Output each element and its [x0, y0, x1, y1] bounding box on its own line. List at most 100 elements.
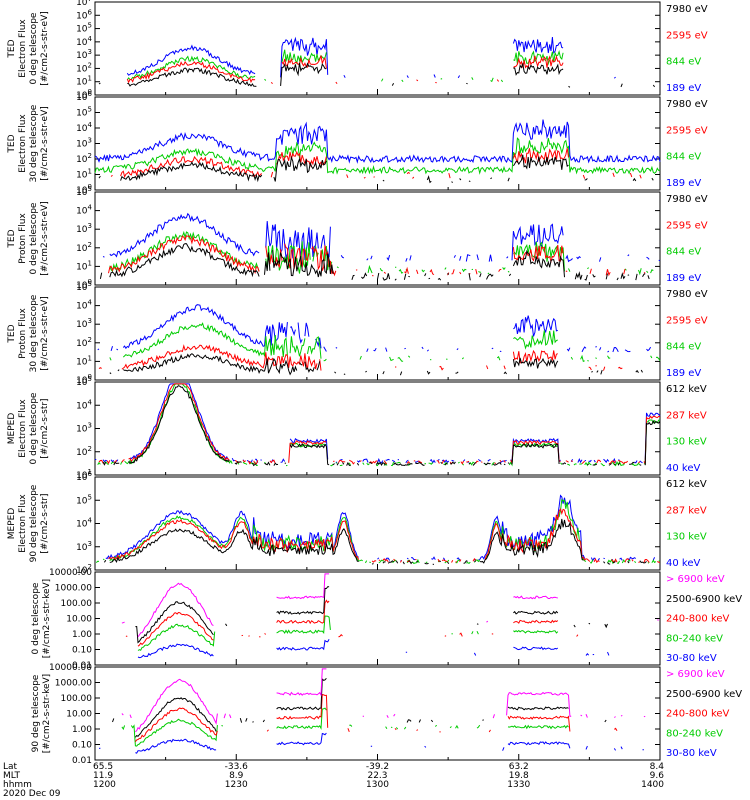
- y-axis-label: [#/cm2-s-str-eV]: [40, 11, 50, 86]
- y-axis-label: TED: [7, 134, 17, 153]
- y-tick-label: 104: [76, 517, 92, 530]
- plot-frame: [94, 1, 661, 96]
- y-tick-label: 105: [76, 280, 92, 293]
- legend-entry: 287 keV: [666, 505, 707, 516]
- series-line: [97, 383, 661, 467]
- y-tick-label: 103: [76, 540, 92, 553]
- legend-entry: 80-240 keV: [666, 633, 723, 644]
- y-tick-label: 101: [76, 468, 92, 481]
- y-tick-label: 104: [76, 204, 92, 217]
- y-axis-label: 90 deg telescope: [29, 484, 39, 562]
- y-tick-label: 102: [76, 336, 92, 349]
- legend-entry: 240-800 keV: [666, 614, 730, 625]
- legend-entry: 2595 eV: [666, 315, 708, 326]
- y-tick-label: 1.00: [72, 630, 92, 640]
- series-line: [106, 496, 660, 561]
- y-tick-label: 102: [76, 152, 92, 165]
- series-line: [127, 50, 656, 82]
- series-line: [98, 305, 659, 352]
- series-line: [113, 678, 659, 737]
- y-tick-label: 102: [76, 61, 92, 74]
- legend-entry: 612 keV: [666, 479, 707, 490]
- mlt-value: 19.8: [509, 771, 529, 781]
- y-axis-label: TED: [7, 39, 17, 58]
- mlt-value: 11.9: [93, 771, 113, 781]
- legend-entry: 2500-6900 keV: [666, 594, 742, 605]
- mlt-value: 22.3: [367, 771, 387, 781]
- series-line: [108, 507, 660, 564]
- y-tick-label: 1000.00: [55, 584, 92, 594]
- legend-entry: 844 eV: [666, 152, 701, 163]
- x-axis-annotations: LatMLThhmm65.511.91200-33.68.91230-39.22…: [3, 762, 664, 799]
- y-axis-label: TED: [7, 324, 17, 343]
- legend-entry: 7980 eV: [666, 99, 708, 110]
- plot-frame: [94, 666, 661, 761]
- panel-6: 102 103 104 105 106 MEPED Electron Flux 90 deg …: [7, 470, 707, 576]
- y-tick-label: 101: [76, 168, 92, 181]
- legend-entry: 40 keV: [666, 463, 700, 474]
- y-axis-label: Electron Flux: [18, 114, 28, 173]
- series-line: [102, 212, 661, 263]
- y-tick-label: 103: [76, 422, 92, 435]
- legend-entry: 2500-6900 keV: [666, 689, 742, 700]
- y-tick-label: 104: [76, 121, 92, 134]
- series-line: [110, 354, 659, 376]
- y-tick-label: 105: [76, 375, 92, 388]
- legend-entry: 80-240 keV: [666, 728, 723, 739]
- y-tick-label: 10000.00: [49, 568, 92, 578]
- series-line: [109, 230, 654, 276]
- panel-1: 100101102103104105106107TEDElectron Flux…: [7, 0, 708, 101]
- y-tick-label: 104: [76, 35, 92, 48]
- legend-entry: 30-80 keV: [666, 748, 717, 759]
- series-line: [121, 573, 659, 638]
- legend-entry: 2595 eV: [666, 30, 708, 41]
- y-tick-label: 103: [76, 48, 92, 61]
- y-tick-label: 100: [76, 373, 92, 386]
- y-tick-label: 1.00: [72, 725, 92, 735]
- lat-value: 63.2: [509, 762, 529, 772]
- legend-entry: 40 keV: [666, 558, 700, 569]
- y-axis-label: [#/cm2-s-str-keV]: [42, 674, 52, 753]
- y-tick-label: 101: [76, 354, 92, 367]
- y-axis-label: Electron Flux: [18, 399, 28, 458]
- series-line: [94, 137, 661, 175]
- panel-4: 100 101 102 103 104 105 TED Proton Flux 30 deg t…: [7, 280, 708, 386]
- y-axis-label: Electron Flux: [18, 19, 28, 78]
- y-axis-label: MEPED: [7, 413, 17, 445]
- y-tick-label: 105: [76, 22, 92, 35]
- y-tick-label: 10.00: [66, 615, 92, 625]
- series-line: [99, 733, 657, 753]
- y-tick-label: 103: [76, 222, 92, 235]
- legend-entry: 7980 eV: [666, 4, 708, 15]
- legend-entry: 130 keV: [666, 532, 707, 543]
- y-tick-label: 102: [76, 241, 92, 254]
- y-tick-label: 0.01: [72, 661, 92, 671]
- y-tick-label: 101: [76, 259, 92, 272]
- y-tick-label: 100.00: [61, 599, 93, 609]
- legend-entry: 189 eV: [666, 83, 701, 94]
- mlt-value: 9.6: [650, 771, 665, 781]
- y-axis-label: 0 deg telescope: [29, 202, 39, 274]
- series-line: [109, 236, 661, 276]
- y-tick-label: 105: [76, 185, 92, 198]
- y-axis-label: 90 deg telescope: [31, 674, 41, 752]
- y-axis-label: 0 deg telescope: [29, 12, 39, 84]
- y-tick-label: 101: [76, 75, 92, 88]
- series-line: [109, 322, 661, 362]
- y-axis-label: [#/cm2-s-str]: [40, 493, 50, 553]
- hhmm-value: 1400: [641, 780, 664, 790]
- y-axis-label: [#/cm2-s-str]: [40, 398, 50, 458]
- hhmm-value: 1300: [366, 780, 389, 790]
- lat-value: 65.5: [93, 762, 113, 772]
- y-tick-label: 10000.00: [49, 663, 92, 673]
- legend-entry: 189 eV: [666, 178, 701, 189]
- y-tick-label: 103: [76, 137, 92, 150]
- legend-entry: > 6900 keV: [666, 574, 725, 585]
- plot-frame: [94, 191, 661, 286]
- y-tick-label: 106: [76, 470, 92, 483]
- y-tick-label: 104: [76, 398, 92, 411]
- y-tick-label: 103: [76, 317, 92, 330]
- y-tick-label: 105: [76, 106, 92, 119]
- legend-entry: 844 eV: [666, 57, 701, 68]
